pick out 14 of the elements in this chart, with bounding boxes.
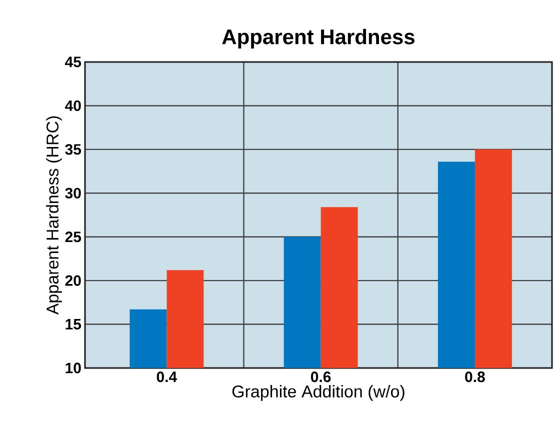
x-axis-title: Graphite Addition (w/o) — [232, 385, 404, 401]
y-tick-label: 30 — [65, 188, 81, 198]
y-tick-label: 20 — [65, 275, 81, 286]
y-axis-title: Apparent Hardness (HRC) — [46, 116, 62, 315]
y-tick-label: 40 — [65, 100, 81, 112]
x-tick-label: 0.6 — [310, 372, 331, 382]
y-tick-label: 10 — [66, 362, 81, 374]
y-tick-label: 25 — [65, 232, 82, 242]
x-tick-label: 0.8 — [465, 372, 485, 382]
chart-title: Apparent Hardness — [222, 28, 414, 48]
y-tick-label: 35 — [65, 144, 82, 155]
y-tick-label: 45 — [65, 56, 82, 68]
x-tick-label: 0.4 — [156, 372, 178, 382]
y-tick-label: 15 — [66, 319, 82, 330]
